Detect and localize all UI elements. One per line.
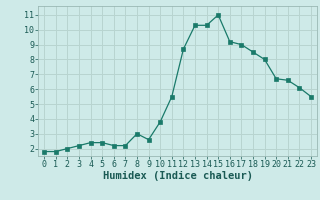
X-axis label: Humidex (Indice chaleur): Humidex (Indice chaleur) (103, 171, 252, 181)
